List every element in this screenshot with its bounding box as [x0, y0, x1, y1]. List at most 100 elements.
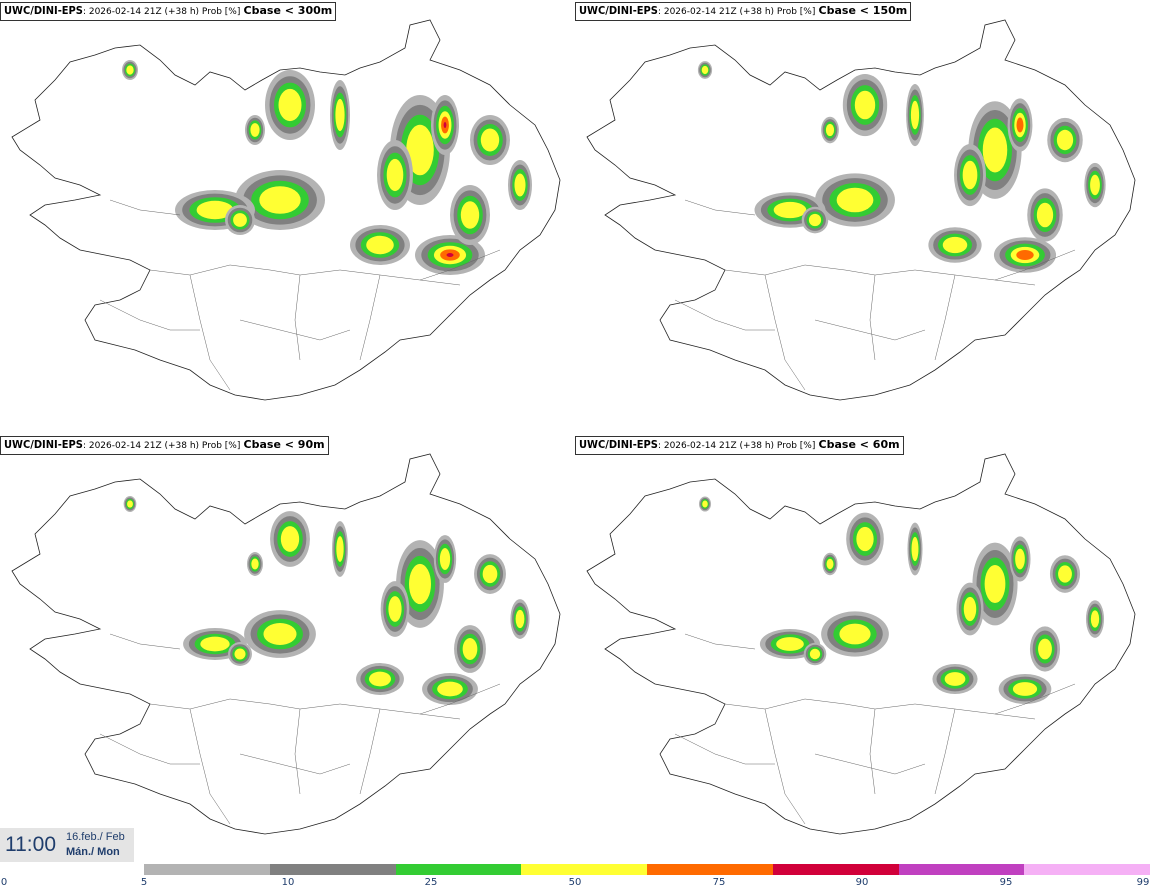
- map-60m: [586, 453, 1136, 835]
- probability-contour: [460, 201, 480, 229]
- probability-contour: [336, 536, 344, 562]
- colorbar-tick-label: 75: [712, 877, 726, 888]
- probability-contour: [809, 648, 821, 660]
- colorbar-tick-label: 99: [1136, 877, 1150, 888]
- probability-contour: [233, 213, 247, 227]
- map-panel-300m: UWC/DINI-EPS: 2026-02-14 21Z (+38 h) Pro…: [0, 0, 575, 437]
- region-boundary: [419, 683, 501, 715]
- region-boundary: [149, 698, 461, 720]
- probability-contour: [234, 648, 246, 660]
- colorbar-segment: [647, 864, 773, 875]
- colorbar-tick-label: 10: [281, 877, 295, 888]
- colorbar-tick-label: 5: [140, 877, 148, 888]
- probability-contour: [127, 500, 133, 508]
- probability-contour: [278, 88, 302, 122]
- region-boundary: [359, 274, 381, 361]
- region-boundary: [994, 249, 1076, 281]
- region-boundary: [419, 249, 501, 281]
- probability-contour: [776, 637, 804, 651]
- probability-contour: [911, 536, 919, 562]
- probability-contour: [368, 671, 392, 687]
- map-300m: [11, 19, 561, 401]
- colorbar-tick-label: 95: [999, 877, 1013, 888]
- map-panel-60m: UWC/DINI-EPS: 2026-02-14 21Z (+38 h) Pro…: [575, 434, 1150, 871]
- region-boundary: [764, 274, 806, 391]
- probability-contour: [462, 637, 478, 661]
- probability-contour: [773, 201, 807, 219]
- colorbar: [144, 864, 1150, 875]
- probability-contour: [366, 235, 394, 255]
- region-boundary: [814, 319, 926, 341]
- region-boundary: [239, 319, 351, 341]
- region-boundary: [814, 753, 926, 775]
- map-90m: [11, 453, 561, 835]
- colorbar-segment: [772, 864, 899, 875]
- region-boundary: [674, 733, 775, 765]
- probability-contour: [280, 526, 300, 552]
- region-boundary: [239, 753, 351, 775]
- probability-contour: [944, 672, 966, 686]
- map-panel-150m: UWC/DINI-EPS: 2026-02-14 21Z (+38 h) Pro…: [575, 0, 1150, 437]
- probability-contour: [984, 564, 1006, 604]
- probability-contour: [1090, 610, 1100, 628]
- region-boundary: [189, 708, 231, 825]
- probability-contour: [443, 122, 447, 128]
- region-boundary: [684, 633, 756, 650]
- region-boundary: [294, 274, 301, 361]
- region-boundary: [764, 708, 806, 825]
- coastline: [11, 19, 561, 401]
- valid-time: 11:00: [5, 833, 56, 856]
- panel-title: UWC/DINI-EPS: 2026-02-14 21Z (+38 h) Pro…: [575, 2, 912, 21]
- probability-contour: [839, 623, 871, 645]
- region-boundary: [294, 708, 301, 795]
- region-boundary: [674, 299, 775, 331]
- valid-time-box: 11:00 16.feb./ Feb Mán./ Mon: [0, 828, 134, 862]
- probability-contour: [808, 213, 822, 227]
- map-150m: [586, 19, 1136, 401]
- probability-contour: [259, 186, 301, 214]
- colorbar-segment: [144, 864, 270, 875]
- probability-contour: [856, 526, 874, 552]
- probability-contour: [406, 124, 434, 176]
- panel-title: UWC/DINI-EPS: 2026-02-14 21Z (+38 h) Pro…: [0, 436, 329, 455]
- region-boundary: [684, 199, 756, 216]
- probability-contour: [825, 123, 835, 137]
- probability-contour: [1015, 548, 1025, 570]
- probability-contour: [1056, 129, 1074, 151]
- region-boundary: [934, 708, 956, 795]
- probability-contour: [942, 236, 968, 254]
- probability-contour: [910, 100, 920, 130]
- colorbar-tick-label: 50: [568, 877, 582, 888]
- region-boundary: [724, 698, 1036, 720]
- probability-contour: [250, 123, 260, 137]
- colorbar-segment: [1024, 864, 1150, 875]
- coastline: [586, 19, 1136, 401]
- probability-contour: [200, 636, 230, 652]
- region-boundary: [149, 264, 461, 286]
- colorbar-tick-label: 90: [855, 877, 869, 888]
- probability-contour: [1090, 174, 1100, 196]
- probability-contour: [1036, 202, 1054, 228]
- probability-contour: [515, 609, 525, 629]
- region-boundary: [99, 299, 200, 331]
- probability-contour: [439, 547, 451, 571]
- region-boundary: [994, 683, 1076, 715]
- probability-contour: [446, 253, 454, 257]
- colorbar-segment: [898, 864, 1025, 875]
- region-boundary: [189, 274, 231, 391]
- probability-contour: [1058, 565, 1072, 583]
- colorbar-tick-label: 0: [0, 877, 8, 888]
- probability-contour: [126, 65, 134, 75]
- valid-date: 16.feb./ Feb: [66, 831, 125, 843]
- probability-contour: [854, 90, 876, 120]
- region-boundary: [724, 264, 1036, 286]
- probability-contour: [962, 160, 978, 190]
- probability-contour: [251, 558, 259, 570]
- region-boundary: [934, 274, 956, 361]
- probability-contour: [836, 187, 874, 213]
- coastline: [586, 453, 1136, 835]
- colorbar-segment: [521, 864, 647, 875]
- probability-contour: [1016, 117, 1024, 133]
- map-panel-90m: UWC/DINI-EPS: 2026-02-14 21Z (+38 h) Pro…: [0, 434, 575, 871]
- probability-contour: [982, 127, 1008, 173]
